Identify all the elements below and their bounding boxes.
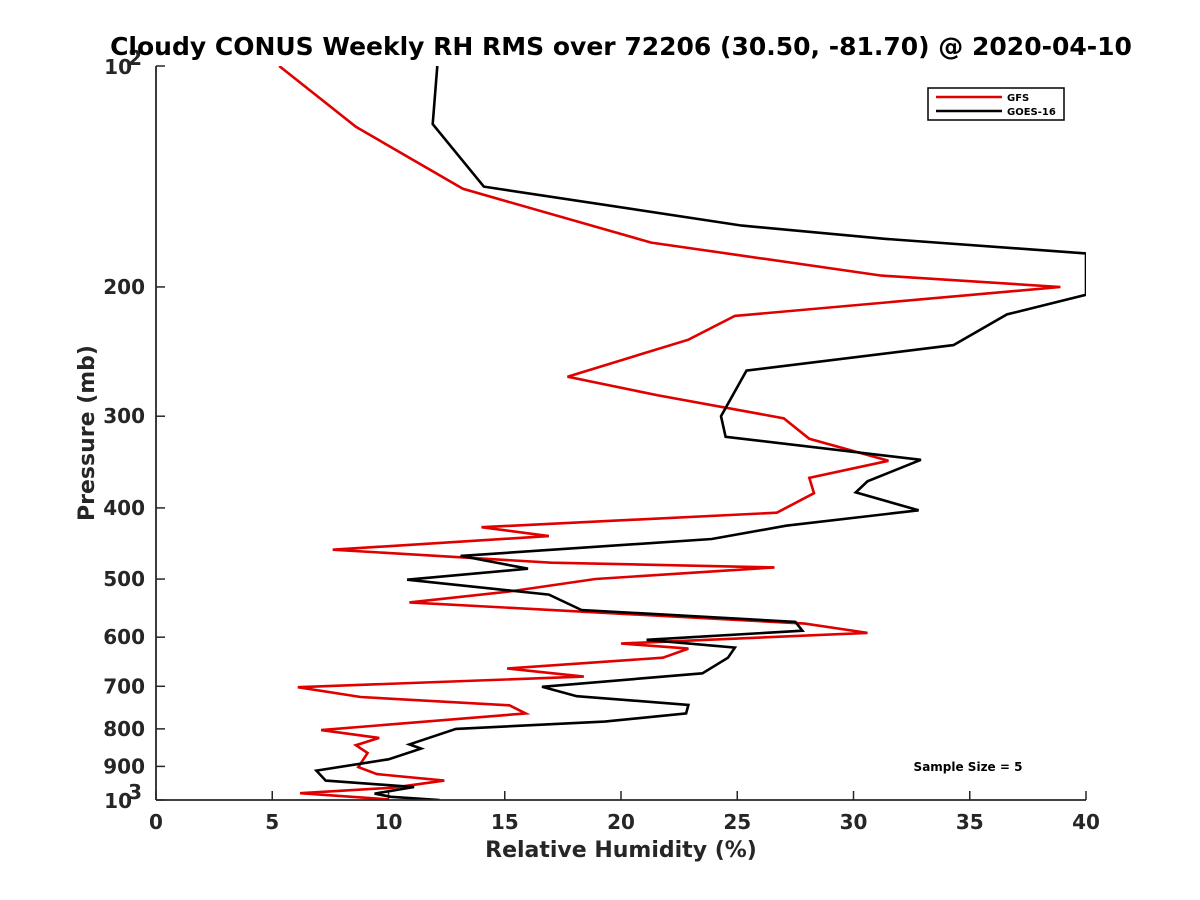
y-tick-label: 10 (104, 789, 132, 813)
series-lines (278, 66, 1086, 800)
y-tick-label: 700 (103, 674, 145, 698)
y-tick-label: 200 (103, 275, 145, 299)
plot-area (156, 66, 1086, 800)
x-tick-label: 25 (723, 810, 751, 834)
y-tick-label: 500 (103, 567, 145, 591)
y-tick-label: 400 (103, 496, 145, 520)
y-tick-exponent: 2 (128, 46, 142, 70)
x-tick-label: 20 (607, 810, 635, 834)
legend: GFS GOES-16 (927, 87, 1065, 121)
y-tick-label: 900 (103, 754, 145, 778)
x-tick-label: 15 (491, 810, 519, 834)
y-tick-exponent: 3 (128, 780, 142, 804)
series-line-goes-16 (313, 66, 1086, 800)
x-tick-label: 35 (956, 810, 984, 834)
y-axis-label: Pressure (mb) (75, 345, 100, 521)
x-tick-label: 40 (1072, 810, 1100, 834)
axes-lines (155, 66, 1086, 801)
sample-size-annotation: Sample Size = 5 (914, 760, 1023, 774)
y-tick-label: 800 (103, 717, 145, 741)
legend-box (927, 87, 1065, 121)
x-tick-label: 0 (149, 810, 163, 834)
chart-title: Cloudy CONUS Weekly RH RMS over 72206 (3… (110, 32, 1132, 61)
x-tick-label: 10 (375, 810, 403, 834)
y-tick-label: 600 (103, 625, 145, 649)
legend-label-gfs: GFS (1007, 93, 1029, 104)
y-tick-label: 10 (104, 55, 132, 79)
x-tick-label: 30 (840, 810, 868, 834)
y-tick-label: 300 (103, 404, 145, 428)
x-axis-label: Relative Humidity (%) (485, 838, 757, 863)
legend-label-goes-16: GOES-16 (1007, 107, 1056, 118)
tick-labels: 0 5 10 15 20 25 30 35 40102200300400500600700800… (103, 46, 1100, 834)
x-tick-label: 5 (265, 810, 279, 834)
